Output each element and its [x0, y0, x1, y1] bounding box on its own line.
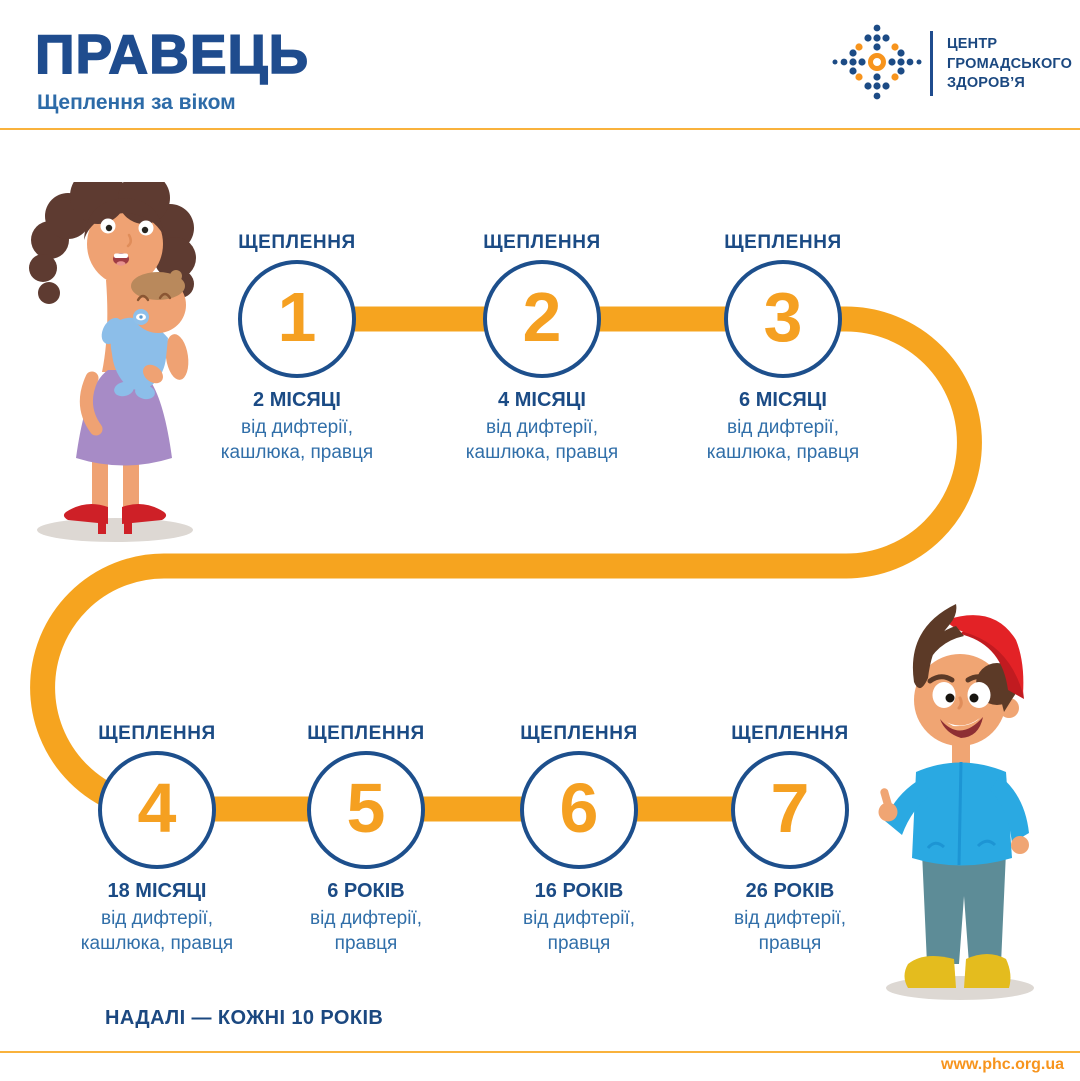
milestone-age: 16 РОКІВ — [534, 880, 624, 902]
milestone-number: 4 — [137, 769, 177, 847]
milestone-3: ЩЕПЛЕННЯ 3 6 МІСЯЦІ від дифтерії, кашлюк… — [673, 232, 893, 465]
milestone-label: ЩЕПЛЕННЯ — [520, 723, 638, 744]
milestone-age: 2 МІСЯЦІ — [253, 389, 341, 411]
milestone-7: ЩЕПЛЕННЯ 7 26 РОКІВ від дифтерії, правця — [680, 723, 900, 956]
milestone-circle: 5 — [307, 751, 425, 869]
milestone-circle: 3 — [724, 260, 842, 378]
website-link[interactable]: www.phc.org.ua — [941, 1056, 1064, 1073]
milestone-details: від дифтерії, правця — [523, 908, 635, 955]
vaccination-route-path — [30, 306, 982, 822]
mother-with-baby-illustration — [29, 182, 196, 542]
milestone-circle: 1 — [238, 260, 356, 378]
milestone-details: від дифтерії, кашлюка, правця — [706, 417, 860, 464]
milestone-number: 5 — [346, 769, 386, 847]
mother-shadow — [37, 518, 193, 542]
milestone-age: 6 МІСЯЦІ — [739, 389, 827, 411]
milestone-age: 4 МІСЯЦІ — [498, 389, 586, 411]
phc-dotted-sun-logo-icon — [832, 24, 922, 100]
boy-jacket — [885, 762, 1029, 866]
boy-thumbs-up-illustration — [878, 604, 1034, 1000]
milestone-label: ЩЕПЛЕННЯ — [307, 723, 425, 744]
milestone-circle: 6 — [520, 751, 638, 869]
boy-hat — [946, 615, 1024, 694]
milestone-details: від дифтерії, кашлюка, правця — [220, 417, 374, 464]
milestone-2: ЩЕПЛЕННЯ 2 4 МІСЯЦІ від дифтерії, кашлюк… — [432, 232, 652, 465]
milestone-details: від дифтерії, правця — [734, 908, 846, 955]
follow-up-note: НАДАЛІ — КОЖНІ 10 РОКІВ — [105, 1007, 384, 1029]
milestone-number: 7 — [770, 769, 810, 847]
milestone-1: ЩЕПЛЕННЯ 1 2 МІСЯЦІ від дифтерії, кашлюк… — [187, 232, 407, 465]
milestone-circle: 7 — [731, 751, 849, 869]
page-title: ПРАВЕЦЬ — [34, 22, 310, 86]
milestone-label: ЩЕПЛЕННЯ — [724, 232, 842, 253]
header-rule — [0, 128, 1080, 130]
boy-shoes — [904, 954, 1011, 988]
milestone-age: 6 РОКІВ — [327, 880, 405, 902]
milestone-number: 2 — [522, 278, 562, 356]
page-subtitle: Щеплення за віком — [37, 91, 236, 114]
milestone-5: ЩЕПЛЕННЯ 5 6 РОКІВ від дифтерії, правця — [256, 723, 476, 956]
baby — [101, 270, 186, 400]
logo-divider — [930, 31, 933, 96]
milestone-label: ЩЕПЛЕННЯ — [483, 232, 601, 253]
milestone-4: ЩЕПЛЕННЯ 4 18 МІСЯЦІ від дифтерії, кашлю… — [47, 723, 267, 956]
milestone-label: ЩЕПЛЕННЯ — [238, 232, 356, 253]
footer-rule — [0, 1051, 1080, 1053]
milestone-6: ЩЕПЛЕННЯ 6 16 РОКІВ від дифтерії, правця — [469, 723, 689, 956]
milestone-details: від дифтерії, кашлюка, правця — [465, 417, 619, 464]
boy-pants — [922, 852, 1006, 964]
milestone-details: від дифтерії, кашлюка, правця — [80, 908, 234, 955]
milestone-circle: 2 — [483, 260, 601, 378]
milestone-number: 1 — [277, 278, 317, 356]
milestone-label: ЩЕПЛЕННЯ — [98, 723, 216, 744]
milestone-number: 6 — [559, 769, 599, 847]
milestone-number: 3 — [763, 278, 803, 356]
milestone-details: від дифтерії, правця — [310, 908, 422, 955]
milestone-circle: 4 — [98, 751, 216, 869]
thumb-up — [880, 788, 892, 808]
org-name: ЦЕНТР ГРОМАДСЬКОГО ЗДОРОВ’Я — [947, 36, 1073, 92]
milestone-age: 18 МІСЯЦІ — [107, 880, 207, 902]
milestone-label: ЩЕПЛЕННЯ — [731, 723, 849, 744]
milestone-age: 26 РОКІВ — [745, 880, 835, 902]
